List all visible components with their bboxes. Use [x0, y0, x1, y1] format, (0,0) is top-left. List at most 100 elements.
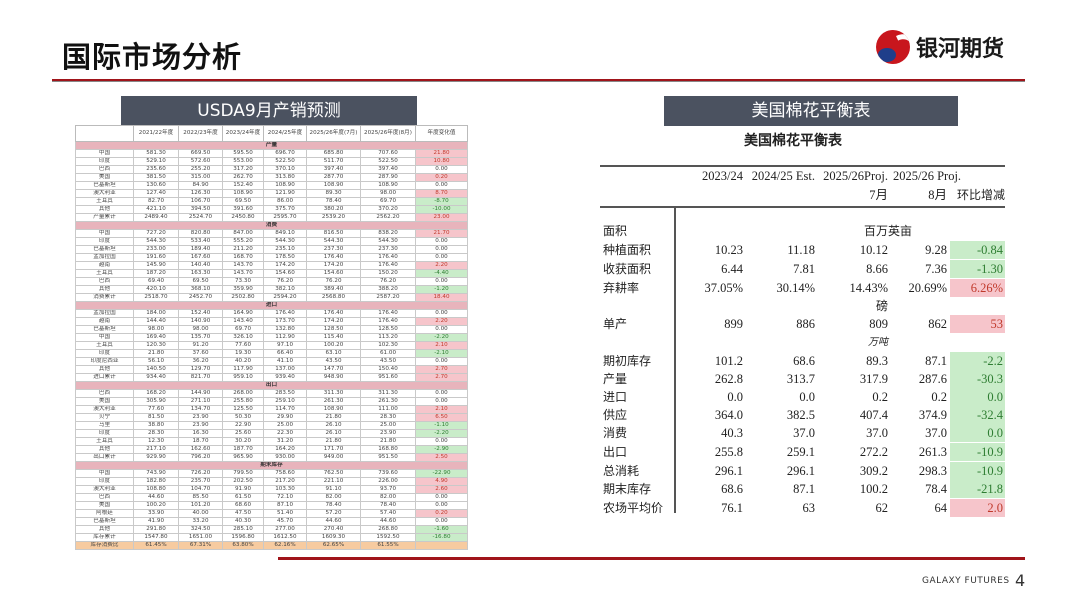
- cell: 41.90: [133, 517, 179, 526]
- cell: 26.10: [306, 429, 361, 438]
- table-row: 巴西 69.40 69.50 73.30 76.20 76.20 76.20 0.00: [75, 277, 468, 286]
- cell: 68.60: [222, 501, 264, 510]
- row-label: 土耳其: [75, 197, 134, 206]
- table-row: 其他 217.10 162.60 187.70 164.20 171.70 168.80 -2…: [75, 445, 468, 454]
- cell: 1592.50: [360, 533, 416, 542]
- cell: 150.20: [360, 269, 416, 278]
- section-title: 出口: [75, 381, 468, 390]
- cell: 29.90: [263, 413, 307, 422]
- cell: 522.50: [263, 157, 307, 166]
- row-label: 进口累计: [75, 373, 134, 382]
- row-label: 马里: [75, 421, 134, 430]
- cell: 171.70: [306, 445, 361, 454]
- table-row: 澳大利亚 108.80 104.70 91.90 103.30 91.10 93.70 2.6…: [75, 485, 468, 494]
- row-label: 农场平均价: [603, 501, 664, 515]
- cell: 529.10: [133, 157, 179, 166]
- section-header-row: 产量: [75, 141, 468, 150]
- cell: 19.30: [222, 349, 264, 358]
- row-label: 其他: [75, 205, 134, 214]
- row-label: 其他: [75, 445, 134, 454]
- cell: 949.00: [306, 453, 361, 462]
- cell: 176.40: [360, 317, 416, 326]
- cell: 847.00: [222, 229, 264, 238]
- cell: 68.6: [721, 482, 743, 496]
- cell: 37.0: [793, 426, 815, 440]
- cell: 0.20: [415, 173, 468, 182]
- table-row: 巴基斯坦 233.00 189.40 211.20 235.10 237.30 237.30…: [75, 245, 468, 254]
- cell: 126.30: [178, 189, 223, 198]
- column-header: 2025/26Proj.: [823, 169, 888, 183]
- cell: 25.60: [222, 429, 264, 438]
- cell: 326.10: [222, 333, 264, 342]
- cell: 26.10: [306, 421, 361, 430]
- cell: 553.00: [222, 157, 264, 166]
- cell: 61.45%: [133, 541, 179, 550]
- row-label: 巴基斯坦: [75, 245, 134, 254]
- cell: 0.00: [415, 277, 468, 286]
- table-row: 中国 169.40 135.70 326.10 112.90 115.40 113.20 -2…: [75, 333, 468, 342]
- cell: 63.10: [306, 349, 361, 358]
- cell: 2568.80: [306, 293, 361, 302]
- cell: -8.70: [415, 197, 468, 206]
- column-header: 2024/25年度: [263, 125, 307, 142]
- table-row: 巴西 168.20 144.90 268.00 283.50 311.30 311.30 0.…: [75, 389, 468, 398]
- section-title: 产量: [75, 141, 468, 150]
- cell: 595.50: [222, 149, 264, 158]
- row-label: 巴基斯坦: [75, 325, 134, 334]
- cell: 420.10: [133, 285, 179, 294]
- row-label: 印度尼西亚: [75, 357, 134, 366]
- cell: 154.60: [306, 269, 361, 278]
- us-balance-banner: 美国棉花平衡表: [664, 96, 958, 126]
- cell: 176.40: [360, 261, 416, 270]
- cell: 255.20: [178, 165, 223, 174]
- cell: 6.26%: [950, 279, 1005, 297]
- cell: 20.69%: [908, 281, 947, 295]
- cell: -2.90: [415, 445, 468, 454]
- cell: -0.84: [950, 241, 1005, 259]
- cell: 511.70: [306, 157, 361, 166]
- cell: 98.00: [178, 325, 223, 334]
- cell: 2587.20: [360, 293, 416, 302]
- cell: 30.14%: [776, 281, 815, 295]
- table-row: 马里 38.80 23.90 22.90 25.00 26.10 25.00 -1.10: [75, 421, 468, 430]
- cell: 268.00: [222, 389, 264, 398]
- row-label: 产量: [603, 372, 628, 386]
- cell: 51.40: [263, 509, 307, 518]
- cell: 47.50: [222, 509, 264, 518]
- logo-text: 银河期货: [916, 37, 1005, 62]
- row-label: 印度: [75, 157, 134, 166]
- cell: 261.30: [360, 397, 416, 406]
- table-row: 美国 381.50 315.00 262.70 313.80 287.70 287.90 0.…: [75, 173, 468, 182]
- column-subheader: 7月: [869, 188, 888, 202]
- cell: 76.20: [360, 277, 416, 286]
- cell: 154.60: [263, 269, 307, 278]
- cell: 726.20: [178, 469, 223, 478]
- cell: 63: [802, 501, 816, 515]
- cell: 0.20: [415, 509, 468, 518]
- cell: 164.20: [263, 445, 307, 454]
- cell: 114.70: [263, 405, 307, 414]
- row-label: 印度: [75, 237, 134, 246]
- cell: 173.70: [263, 317, 307, 326]
- cell: 189.40: [178, 245, 223, 254]
- cell: 821.70: [178, 373, 223, 382]
- cell: 0.00: [415, 165, 468, 174]
- table-row: 土耳其 12.30 18.70 30.20 31.20 21.80 21.80 0.00: [75, 437, 468, 446]
- cell: 22.90: [222, 421, 264, 430]
- cell: 2594.20: [263, 293, 307, 302]
- cell: 150.40: [360, 365, 416, 374]
- cell: 91.10: [306, 485, 361, 494]
- cell: 18.70: [178, 437, 223, 446]
- footer-brand: GALAXY FUTURES: [922, 576, 1010, 586]
- cell: 117.90: [222, 365, 264, 374]
- cell: 359.90: [222, 285, 264, 294]
- cell: 178.50: [263, 253, 307, 262]
- table-row: 其他 420.10 368.10 359.90 382.10 389.40 388.20 -1…: [75, 285, 468, 294]
- cell: 69.70: [222, 325, 264, 334]
- cell: 669.50: [178, 149, 223, 158]
- table-row: 阿根廷 33.90 40.00 47.50 51.40 57.20 57.40 0.20: [75, 509, 468, 518]
- row-label: 库存累计: [75, 533, 134, 542]
- cell: 388.20: [360, 285, 416, 294]
- cell: 10.23: [714, 243, 743, 257]
- cell: 233.00: [133, 245, 179, 254]
